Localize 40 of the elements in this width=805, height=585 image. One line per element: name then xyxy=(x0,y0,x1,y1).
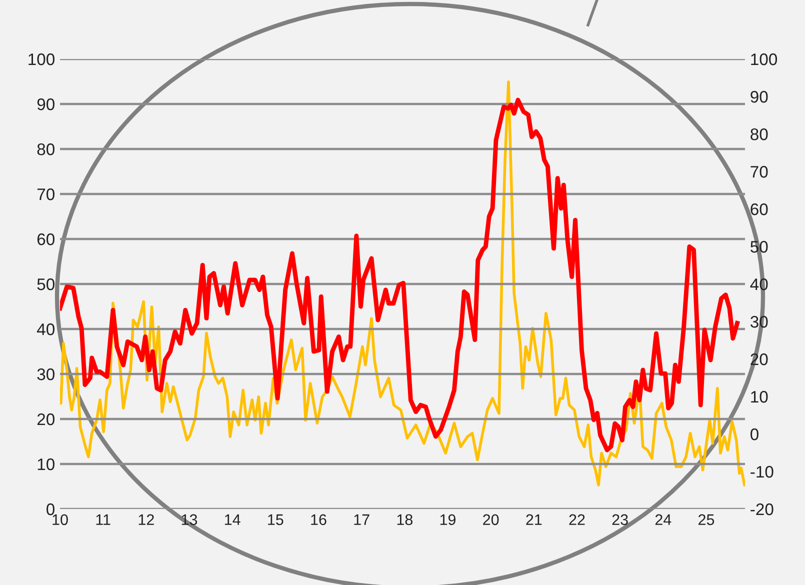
y-tick-label: 100 xyxy=(28,53,54,66)
y2-tick-label: 60 xyxy=(750,203,768,216)
y2-tick-label: 50 xyxy=(750,240,768,253)
y2-tick-label: -20 xyxy=(750,503,774,516)
x-tick-label: 17 xyxy=(354,514,370,525)
y2-tick-label: 80 xyxy=(750,128,768,140)
x-tick-label: 25 xyxy=(698,514,714,526)
x-tick-label: 20 xyxy=(483,514,499,526)
y2-tick-label: 20 xyxy=(750,353,768,366)
x-tick-label: 12 xyxy=(138,514,154,525)
x-tick-label: 22 xyxy=(569,514,585,525)
x-tick-label: 15 xyxy=(268,514,284,526)
y2-tick-label: 40 xyxy=(750,278,768,290)
y2-tick-label: 70 xyxy=(750,166,768,178)
x-tick-label: 16 xyxy=(311,514,326,526)
x-tick-label: 21 xyxy=(526,514,542,525)
y-tick-label: 20 xyxy=(37,413,54,426)
y-tick-label: 60 xyxy=(37,233,54,246)
y2-tick-label: 0 xyxy=(750,428,758,440)
x-tick-label: 14 xyxy=(224,514,240,525)
y-tick-label: 10 xyxy=(38,458,54,470)
y2-tick-label: 30 xyxy=(750,316,768,328)
y-tick-label: 80 xyxy=(37,143,54,156)
x-tick-label: 19 xyxy=(440,514,456,526)
x-tick-label: 18 xyxy=(397,514,412,526)
y-tick-label: 70 xyxy=(37,188,54,200)
y-tick-label: 0 xyxy=(46,503,54,516)
y-tick-label: 50 xyxy=(37,278,54,290)
x-tick-label: 11 xyxy=(96,514,110,525)
y2-tick-label: 90 xyxy=(750,90,768,103)
y2-tick-label: -10 xyxy=(750,466,774,478)
x-tick-label: 24 xyxy=(655,514,672,525)
y-tick-label: 40 xyxy=(36,323,54,336)
y2-tick-label: 100 xyxy=(751,53,778,66)
y2-tick-label: 10 xyxy=(751,390,768,403)
x-tick-label: 10 xyxy=(52,514,68,526)
x-tick-label: 13 xyxy=(182,514,198,526)
y-tick-label: 90 xyxy=(37,98,54,110)
x-tick-label: 23 xyxy=(612,514,628,526)
y-tick-label: 30 xyxy=(37,368,54,380)
